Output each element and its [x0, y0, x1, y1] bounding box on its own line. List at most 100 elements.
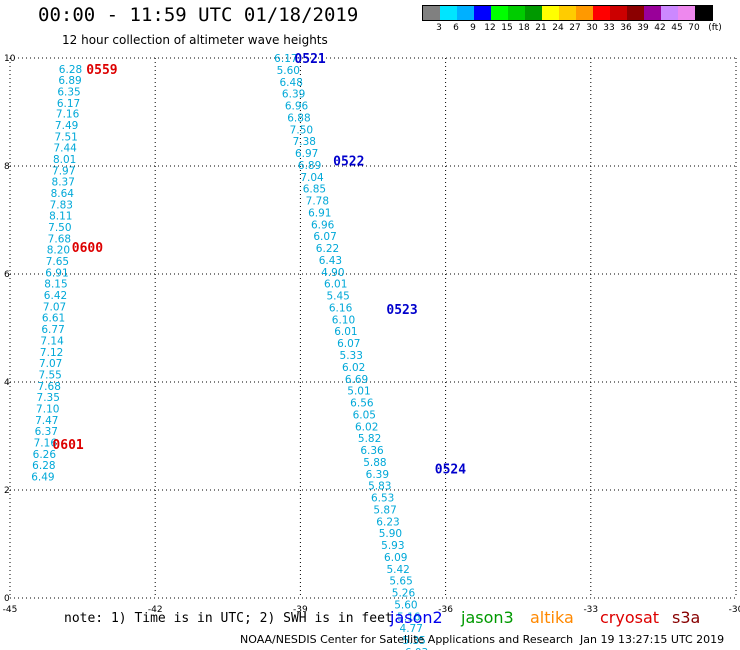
wave-height-point: 6.35	[57, 86, 80, 98]
satellite-jason3: jason3	[461, 608, 514, 627]
wave-height-point: 6.96	[311, 219, 335, 231]
x-tick-label: -45	[3, 605, 18, 615]
wave-height-point: 6.01	[324, 279, 347, 291]
wave-height-point: 7.49	[55, 120, 78, 132]
wave-height-point: 5.60	[277, 65, 300, 77]
wave-height-point: 6.88	[287, 112, 310, 124]
satellite-s3a: s3a	[672, 608, 701, 627]
wave-height-point: 7.12	[40, 347, 63, 359]
legend-swatch	[440, 6, 457, 20]
x-tick-label: -36	[438, 605, 453, 615]
wave-height-point: 8.01	[53, 154, 76, 166]
pass-time-label: 0559	[86, 63, 117, 78]
x-tick-label: -39	[293, 605, 308, 615]
y-tick-label: 8	[4, 162, 10, 172]
wave-height-point: 7.35	[37, 392, 60, 404]
satellite-cryosat: cryosat	[600, 608, 660, 627]
wave-height-point: 6.69	[345, 374, 368, 386]
wave-height-point: 6.56	[350, 398, 374, 410]
wave-height-point: 6.49	[31, 472, 54, 484]
pass-time-label: 0600	[72, 241, 103, 256]
wave-height-point: 6.89	[298, 160, 321, 172]
pass-time-label: 0524	[435, 462, 466, 477]
legend-label: 24	[552, 23, 564, 33]
wave-height-point: 7.07	[39, 358, 62, 370]
wave-height-point: 6.28	[59, 64, 82, 76]
satellite-jason2: jason2	[390, 608, 443, 627]
wave-height-point: 7.10	[36, 403, 59, 415]
y-tick-label: 4	[4, 378, 10, 388]
legend-label: 27	[569, 23, 581, 33]
legend-swatch	[610, 6, 627, 20]
wave-height-point: 6.91	[45, 267, 68, 279]
wave-height-point: 7.83	[50, 199, 73, 211]
wave-height-point: 6.39	[366, 469, 389, 481]
legend-label: 36	[620, 23, 632, 33]
wave-height-point: 5.60	[394, 599, 417, 611]
legend-label: 18	[518, 23, 530, 33]
wave-height-point: 5.87	[373, 504, 396, 516]
wave-height-point: 5.90	[379, 528, 402, 540]
wave-height-point: 7.78	[306, 196, 329, 208]
legend-swatch	[542, 6, 559, 20]
x-tick-label: -42	[148, 605, 163, 615]
legend-labels: 3 6 9 12 15 18 21 24 27 30 33 36 39 42 45 70 (ft)	[422, 21, 722, 35]
legend-label: 42	[654, 23, 666, 33]
wave-height-point: 7.44	[53, 143, 77, 155]
wave-height-point: 7.16	[56, 109, 80, 121]
wave-height-point: 6.43	[319, 255, 342, 267]
wave-height-point: 5.01	[347, 386, 370, 398]
footer-note: note: 1) Time is in UTC; 2) SWH is in fe…	[64, 611, 393, 626]
legend-label: 12	[484, 23, 496, 33]
wave-height-point: 7.14	[40, 335, 64, 347]
y-tick-label: 2	[4, 486, 10, 496]
time-labels: 0559 0600 0601 0521 0522 0523 0524	[52, 52, 466, 477]
wave-height-point: 7.55	[38, 369, 61, 381]
wave-height-point: 6.07	[337, 338, 360, 350]
wave-height-point: 7.51	[54, 131, 77, 143]
wave-height-point: 5.88	[363, 457, 386, 469]
wave-height-point: 6.03	[405, 647, 428, 650]
wave-height-point: 6.89	[58, 75, 81, 87]
legend-label: 45	[671, 23, 683, 33]
pass-time-label: 0522	[333, 155, 364, 170]
wave-height-point: 7.68	[48, 233, 71, 245]
wave-height-point: 4.90	[321, 267, 344, 279]
wave-height-point: 5.45	[326, 291, 349, 303]
legend-swatch	[508, 6, 525, 20]
legend-swatch	[593, 6, 610, 20]
wave-height-point: 7.07	[43, 301, 66, 313]
legend-swatch	[695, 6, 712, 20]
satellite-altika: altika	[530, 608, 574, 627]
legend-swatch	[661, 6, 678, 20]
legend-label: 6	[453, 23, 459, 33]
timestamp-text: Jan 19 13:27:15 UTC 2019	[580, 633, 725, 646]
pass-time-label: 0601	[52, 438, 83, 453]
wave-height-point: 8.64	[51, 188, 75, 200]
wave-height-point: 6.01	[334, 326, 357, 338]
x-tick-label: -30	[729, 605, 740, 615]
wave-height-point: 5.35	[402, 635, 425, 647]
wave-height-point: 7.04	[300, 172, 324, 184]
chart-subtitle: 12 hour collection of altimeter wave hei…	[62, 33, 328, 47]
wave-height-point: 5.93	[381, 540, 404, 552]
wave-height-point: 6.26	[33, 449, 57, 461]
wave-height-point: 5.33	[340, 350, 363, 362]
axis-ticks: -45 -42 -39 -36 -33 -30 0 2 4 6 8 10	[3, 54, 740, 615]
wave-height-point: 6.17	[274, 53, 297, 65]
wave-height-point: 6.09	[384, 552, 407, 564]
legend-swatch	[627, 6, 644, 20]
legend-label: 3	[436, 23, 442, 33]
legend-swatch	[457, 6, 474, 20]
legend-swatch	[491, 6, 508, 20]
wave-height-point: 7.50	[290, 124, 313, 136]
wave-height-point: 6.37	[35, 426, 58, 438]
wave-height-point: 5.16	[397, 611, 421, 623]
legend-label: 15	[501, 23, 513, 33]
wave-height-point: 6.61	[42, 313, 65, 325]
y-tick-label: 6	[4, 270, 10, 280]
wave-height-point: 6.85	[303, 184, 326, 196]
wave-height-point: 6.07	[313, 231, 336, 243]
wave-height-point: 6.96	[285, 101, 309, 113]
legend-swatch	[559, 6, 576, 20]
